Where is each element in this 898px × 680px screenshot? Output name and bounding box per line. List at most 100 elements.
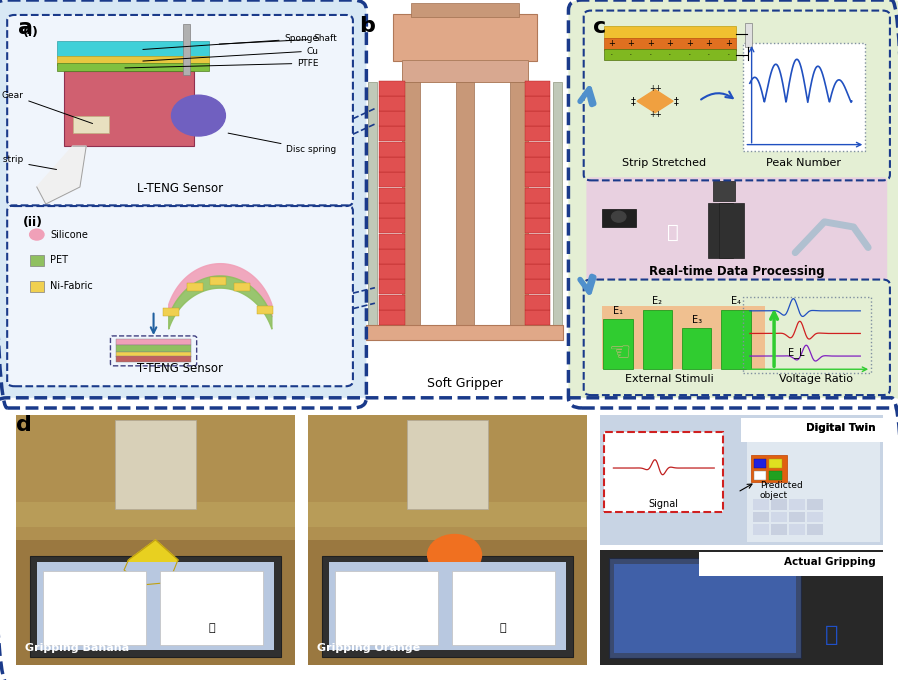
- Text: ·: ·: [610, 50, 613, 60]
- Bar: [116, 352, 191, 357]
- Text: 🍌: 🍌: [208, 624, 215, 633]
- Bar: [643, 309, 672, 369]
- Bar: [116, 339, 191, 345]
- Text: E_L: E_L: [788, 347, 805, 358]
- Text: External Stimuli: External Stimuli: [625, 374, 714, 384]
- Text: Gripping Orange: Gripping Orange: [317, 643, 420, 653]
- Bar: [769, 459, 781, 469]
- Bar: [458, 279, 472, 294]
- Bar: [115, 420, 196, 509]
- Text: Strip Stretched: Strip Stretched: [621, 158, 706, 168]
- Bar: [524, 126, 550, 141]
- Bar: [402, 60, 528, 82]
- Circle shape: [172, 95, 225, 136]
- Text: ++: ++: [648, 84, 662, 93]
- Bar: [602, 209, 636, 227]
- Text: Sponge: Sponge: [143, 34, 319, 50]
- Bar: [744, 23, 752, 47]
- Bar: [380, 279, 405, 294]
- Text: +: +: [706, 39, 712, 48]
- Bar: [458, 141, 472, 157]
- Text: E₃: E₃: [691, 315, 701, 325]
- Bar: [30, 255, 44, 266]
- Text: (i): (i): [23, 26, 40, 39]
- Bar: [64, 71, 194, 146]
- Bar: [524, 264, 550, 279]
- Bar: [308, 415, 586, 665]
- FancyBboxPatch shape: [7, 205, 353, 386]
- Bar: [743, 297, 871, 373]
- Text: c: c: [593, 17, 606, 37]
- Bar: [806, 524, 823, 534]
- Bar: [524, 218, 550, 233]
- Text: T-TENG Sensor: T-TENG Sensor: [137, 362, 223, 375]
- Bar: [553, 82, 562, 326]
- Text: Digital Twin: Digital Twin: [806, 423, 876, 433]
- Bar: [458, 80, 472, 96]
- Bar: [257, 306, 273, 314]
- Bar: [380, 233, 405, 249]
- Bar: [73, 116, 109, 133]
- Text: ++: ++: [648, 109, 662, 118]
- Bar: [187, 283, 203, 291]
- Bar: [524, 249, 550, 264]
- Bar: [380, 249, 405, 264]
- Text: 🖐: 🖐: [825, 625, 839, 645]
- FancyBboxPatch shape: [7, 15, 353, 206]
- Bar: [458, 111, 472, 126]
- Bar: [380, 203, 405, 218]
- Bar: [380, 126, 405, 141]
- Bar: [458, 157, 472, 172]
- Text: Disc spring: Disc spring: [228, 133, 337, 154]
- Text: ☜: ☜: [609, 342, 631, 366]
- Bar: [742, 418, 883, 442]
- Text: a: a: [18, 18, 33, 38]
- Bar: [524, 188, 550, 203]
- Text: ·: ·: [648, 50, 652, 60]
- Bar: [604, 432, 723, 513]
- Bar: [210, 277, 226, 285]
- FancyBboxPatch shape: [0, 0, 366, 408]
- Bar: [30, 556, 281, 657]
- Text: +: +: [686, 39, 693, 48]
- Bar: [524, 310, 550, 325]
- Text: ‡: ‡: [674, 96, 679, 106]
- Bar: [753, 511, 769, 522]
- Bar: [769, 471, 781, 480]
- Text: Shaft: Shaft: [219, 34, 337, 44]
- Bar: [458, 126, 472, 141]
- Circle shape: [30, 229, 44, 240]
- Bar: [16, 503, 295, 528]
- Bar: [366, 325, 564, 340]
- Text: +: +: [647, 39, 654, 48]
- Bar: [524, 172, 550, 188]
- Bar: [160, 571, 263, 645]
- Bar: [788, 499, 805, 510]
- Bar: [368, 82, 377, 326]
- Bar: [721, 309, 751, 369]
- Text: Digital Twin: Digital Twin: [806, 423, 876, 433]
- Bar: [614, 564, 796, 653]
- Bar: [747, 420, 880, 541]
- Bar: [603, 319, 633, 369]
- Bar: [743, 43, 865, 151]
- Text: b: b: [359, 16, 375, 35]
- Bar: [753, 524, 769, 534]
- Bar: [770, 524, 787, 534]
- Bar: [43, 571, 146, 645]
- Bar: [458, 188, 472, 203]
- Bar: [380, 310, 405, 325]
- Bar: [458, 96, 472, 111]
- Text: d: d: [16, 415, 32, 435]
- Text: (ii): (ii): [23, 216, 43, 229]
- Polygon shape: [637, 90, 674, 113]
- Bar: [30, 281, 44, 292]
- Bar: [604, 50, 735, 61]
- Text: Voltage Ratio: Voltage Ratio: [779, 374, 852, 384]
- Bar: [116, 345, 191, 352]
- Bar: [524, 96, 550, 111]
- Text: L-TENG Sensor: L-TENG Sensor: [137, 182, 223, 195]
- Bar: [380, 157, 405, 172]
- Text: ·: ·: [708, 50, 711, 60]
- Bar: [380, 172, 405, 188]
